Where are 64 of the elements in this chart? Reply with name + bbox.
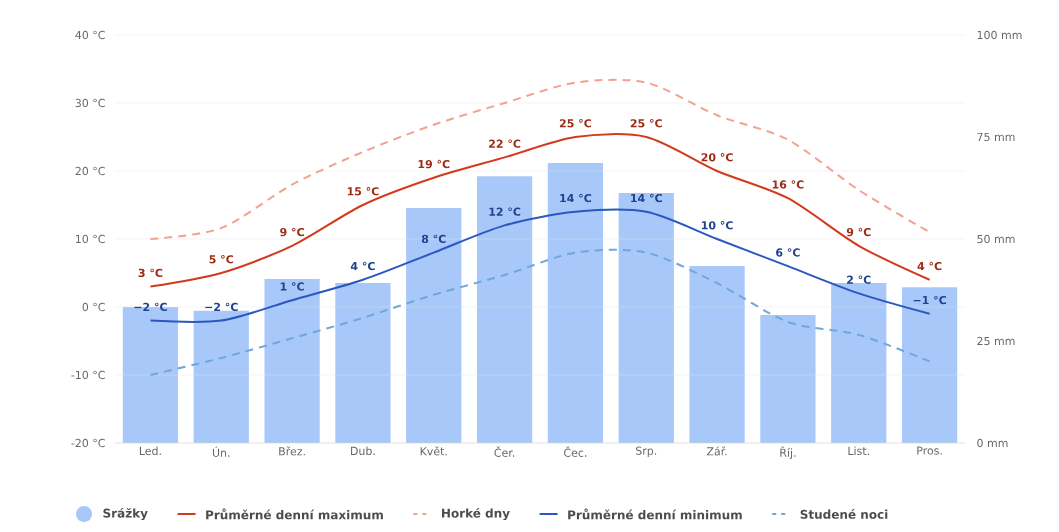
x-tick-label: Květ. [420, 446, 447, 456]
bar [476, 176, 533, 443]
bar [406, 207, 462, 443]
bar [760, 314, 816, 443]
data-label: 20 °C [701, 153, 733, 162]
data-label: −2 °C [134, 302, 167, 312]
legend-label: Průměrné denní maximum [206, 508, 383, 520]
data-label: 5 °C [209, 255, 234, 264]
legend-label: Srážky [103, 507, 148, 521]
bar [689, 265, 745, 443]
y-tick-label: 0 °C [82, 302, 105, 312]
data-label: 4 °C [350, 261, 375, 271]
data-label: 1 °C [280, 282, 304, 291]
bar [335, 283, 391, 443]
data-label: 9 °C [846, 227, 871, 237]
x-tick-label: Led. [139, 446, 161, 456]
x-tick-label: Čer. [494, 446, 515, 457]
data-label: 2 °C [847, 275, 871, 284]
bar [901, 287, 958, 443]
y2-tick-label: 25 mm [977, 336, 1015, 346]
y2-tick-label: 75 mm [977, 132, 1015, 142]
x-tick-label: Srp. [635, 446, 657, 457]
x-tick-label: List. [848, 446, 869, 456]
data-label: −1 °C [913, 295, 947, 305]
x-tick-label: Pros. [917, 446, 942, 455]
y2-tick-label: 0 mm [977, 438, 1008, 448]
y-tick-label: 30 °C [75, 98, 105, 108]
data-label: 10 °C [701, 221, 733, 230]
data-label: 6 °C [776, 248, 800, 257]
legend-label: Studené noci [800, 509, 888, 519]
x-tick-label: Říj. [780, 446, 796, 459]
data-label: 4 °C [917, 261, 942, 271]
x-tick-label: Ún. [212, 446, 230, 457]
data-label: −2 °C [205, 302, 238, 312]
data-label: 12 °C [489, 207, 521, 216]
y2-tick-label: 50 mm [977, 234, 1015, 244]
data-label: 14 °C [560, 193, 592, 203]
bar [831, 283, 887, 443]
y-tick-label: -10 °C [71, 370, 105, 380]
data-label: 22 °C [489, 139, 521, 148]
x-tick-label: Dub. [351, 446, 375, 456]
x-tick-label: Břez. [279, 446, 305, 456]
data-label: 19 °C [418, 159, 450, 169]
data-label: 3 °C [138, 268, 163, 278]
x-tick-label: Čec. [564, 446, 587, 457]
y-tick-label: 10 °C [76, 234, 105, 244]
data-label: 25 °C [630, 119, 662, 128]
bar [264, 278, 320, 443]
y-tick-label: -20 °C [71, 438, 105, 448]
y-tick-label: 20 °C [75, 166, 105, 176]
data-label: 16 °C [772, 180, 804, 189]
y2-tick-label: 100 mm [977, 30, 1022, 40]
y-tick-label: 40 °C [75, 30, 105, 40]
data-label: 9 °C [280, 227, 304, 237]
x-tick-label: Zář. [706, 446, 727, 456]
data-label: 14 °C [631, 193, 662, 203]
bar [547, 163, 604, 443]
legend-label: Horké dny [442, 507, 510, 521]
bar [193, 310, 249, 443]
data-label: 15 °C [347, 187, 379, 196]
data-label: 8 °C [421, 234, 446, 244]
legend-label: Průměrné denní minimum [568, 508, 742, 520]
data-label: 25 °C [559, 119, 592, 128]
bar [618, 192, 674, 443]
